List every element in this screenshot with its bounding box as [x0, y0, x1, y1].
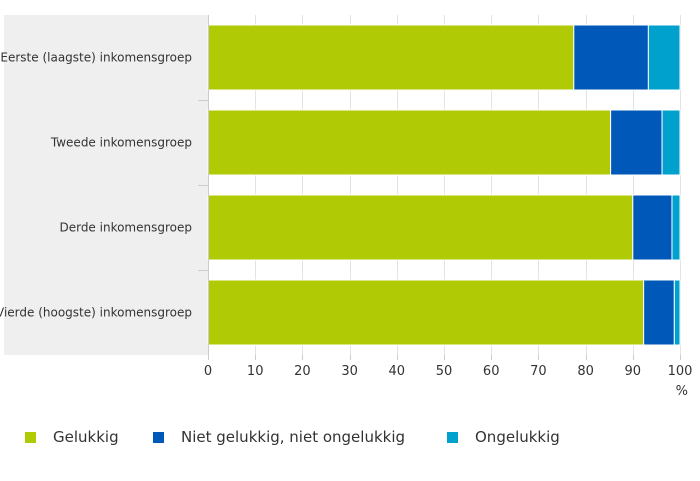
x-tick-label: 60 [483, 364, 500, 379]
x-tick-label: 80 [577, 364, 594, 379]
bar-segment[interactable] [673, 279, 681, 346]
bar-segment[interactable] [610, 109, 663, 176]
x-tick-label: 70 [530, 364, 547, 379]
bar-segment[interactable] [207, 194, 634, 261]
bar-segment[interactable] [671, 194, 681, 261]
category-label: Derde inkomensgroep [59, 221, 192, 235]
bar-segment[interactable] [573, 24, 649, 91]
legend-swatch-gelukkig [25, 431, 36, 443]
legend-swatch-ongelukkig [447, 431, 458, 443]
x-unit-label: % [676, 384, 688, 399]
x-tick-label: 30 [341, 364, 358, 379]
legend-item-ongelukkig[interactable]: Ongelukkig [447, 428, 560, 446]
legend-label-neutraal: Niet gelukkig, niet ongelukkig [181, 428, 406, 446]
legend-label-gelukkig: Gelukkig [53, 428, 119, 446]
category-label-layer: Eerste (laagste) inkomensgroep Tweede ink… [0, 51, 192, 320]
bar-segment[interactable] [207, 279, 645, 346]
legend-label-ongelukkig: Ongelukkig [475, 428, 560, 446]
legend: Gelukkig Niet gelukkig, niet ongelukkig … [0, 428, 700, 458]
legend-swatch-neutraal [153, 431, 164, 443]
bar-segment[interactable] [207, 24, 575, 91]
x-tick-label: 0 [204, 364, 212, 379]
x-tick-label: 40 [389, 364, 406, 379]
bar-segment[interactable] [647, 24, 681, 91]
x-tick-label: 20 [294, 364, 311, 379]
x-tick-layer: 0 10 20 30 40 50 60 70 80 90 100 [204, 355, 693, 379]
category-label: Eerste (laagste) inkomensgroep [0, 51, 192, 65]
x-tick-label: 50 [436, 364, 453, 379]
bar-segment[interactable] [643, 279, 675, 346]
legend-item-neutraal[interactable]: Niet gelukkig, niet ongelukkig [153, 428, 405, 446]
bar-segment[interactable] [661, 109, 681, 176]
x-tick-label: 100 [668, 364, 693, 379]
category-label: Vierde (hoogste) inkomensgroep [0, 306, 192, 320]
x-tick-label: 10 [247, 364, 264, 379]
x-tick-label: 90 [625, 364, 642, 379]
bar-segment[interactable] [207, 109, 612, 176]
bar-segment[interactable] [632, 194, 673, 261]
bar-layer [207, 24, 681, 346]
legend-item-gelukkig[interactable]: Gelukkig [25, 428, 119, 446]
category-label: Tweede inkomensgroep [50, 136, 192, 150]
stacked-bar-chart: Eerste (laagste) inkomensgroep Tweede ink… [0, 15, 693, 399]
category-label-panel [4, 15, 208, 355]
